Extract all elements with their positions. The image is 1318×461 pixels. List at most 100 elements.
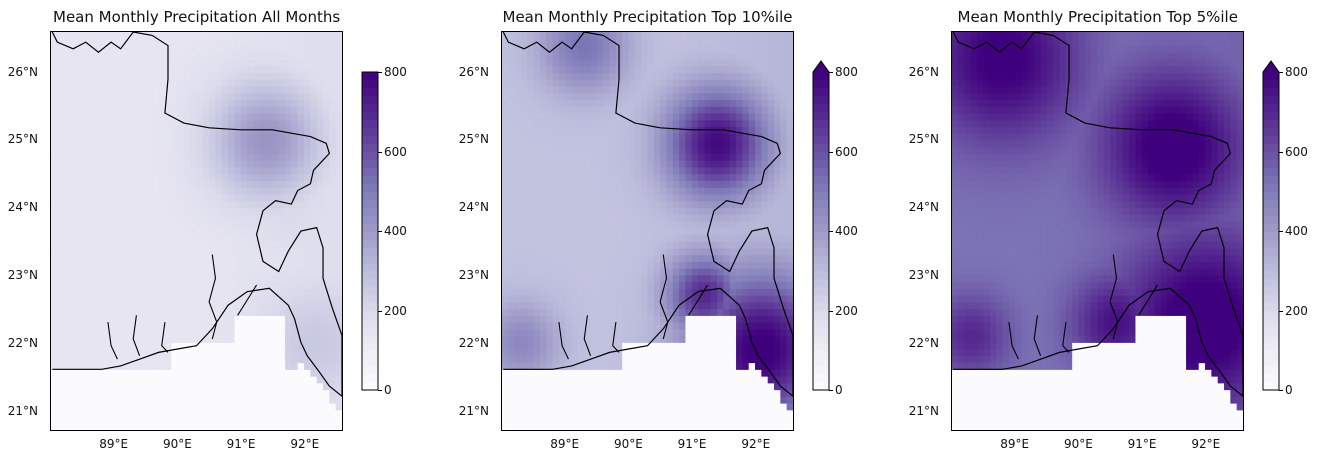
heatmap-cell: [717, 207, 725, 215]
heatmap-cell: [679, 187, 687, 195]
heatmap-cell: [704, 362, 712, 370]
heatmap-cell: [297, 146, 305, 155]
heatmap-cell: [278, 315, 286, 323]
heatmap-cell: [329, 362, 337, 370]
heatmap-cell: [316, 261, 324, 269]
heatmap-cell: [152, 288, 160, 296]
heatmap-cell: [502, 328, 509, 337]
heatmap-cell: [177, 281, 185, 289]
heatmap-cell: [546, 234, 554, 242]
heatmap-cell: [603, 200, 611, 208]
heatmap-cell: [51, 389, 58, 397]
heatmap-cell: [520, 119, 528, 128]
heatmap-cell: [596, 315, 604, 323]
heatmap-cell: [514, 342, 522, 350]
heatmap-cell: [190, 119, 198, 128]
heatmap-cell: [88, 403, 96, 411]
heatmap-cell: [82, 254, 90, 262]
heatmap-cell: [672, 220, 680, 229]
heatmap-cell: [221, 362, 229, 370]
heatmap-cell: [729, 119, 737, 128]
heatmap-cell: [95, 389, 103, 397]
heatmap-cell: [577, 254, 585, 262]
heatmap-cell: [672, 416, 680, 424]
heatmap-cell: [177, 288, 185, 296]
heatmap-cell: [51, 126, 58, 134]
heatmap-cell: [698, 396, 706, 404]
heatmap-cell: [527, 369, 535, 377]
heatmap-cell: [717, 322, 725, 330]
heatmap-cell: [653, 308, 661, 316]
heatmap-cell: [546, 423, 554, 430]
heatmap-cell: [685, 355, 693, 364]
heatmap-cell: [679, 362, 687, 370]
heatmap-cell: [679, 92, 687, 101]
heatmap-cell: [533, 288, 541, 296]
heatmap-cell: [259, 403, 267, 411]
heatmap-cell: [266, 187, 274, 195]
heatmap-cell: [310, 295, 318, 303]
heatmap-cell: [183, 99, 191, 107]
heatmap-cell: [183, 72, 191, 80]
heatmap-cell: [615, 288, 623, 296]
heatmap-cell: [114, 112, 122, 121]
heatmap-cell: [297, 301, 305, 310]
heatmap-cell: [57, 214, 65, 222]
heatmap-cell: [571, 112, 579, 121]
heatmap-cell: [120, 85, 128, 94]
heatmap-cell: [691, 187, 699, 195]
heatmap-cell: [126, 349, 134, 357]
heatmap-cell: [177, 241, 185, 249]
heatmap-cell: [615, 146, 623, 155]
heatmap-cell: [691, 376, 699, 384]
heatmap-cell: [508, 38, 516, 47]
heatmap-cell: [247, 322, 255, 330]
heatmap-cell: [57, 173, 65, 182]
heatmap-cell: [533, 160, 541, 168]
heatmap-cell: [76, 79, 84, 87]
heatmap-cell: [603, 281, 611, 289]
heatmap-cell: [240, 153, 248, 161]
heatmap-cell: [221, 207, 229, 215]
heatmap-cell: [221, 355, 229, 364]
heatmap-cell: [304, 301, 311, 310]
heatmap-cell: [259, 241, 267, 249]
heatmap-cell: [729, 342, 737, 350]
heatmap-cell: [698, 58, 706, 67]
heatmap-cell: [584, 153, 592, 161]
heatmap-cell: [266, 274, 274, 283]
heatmap-cell: [660, 133, 668, 141]
heatmap-cell: [57, 416, 65, 424]
heatmap-cell: [634, 139, 642, 148]
heatmap-cell: [240, 99, 248, 107]
heatmap-cell: [164, 214, 172, 222]
heatmap-cell: [729, 328, 737, 337]
heatmap-cell: [310, 227, 318, 235]
heatmap-cell: [729, 382, 737, 391]
heatmap-cell: [88, 254, 96, 262]
heatmap-cell: [158, 58, 166, 67]
heatmap-cell: [634, 349, 642, 357]
heatmap-cell: [234, 369, 242, 377]
heatmap-cell: [221, 227, 229, 235]
lat-tick-label: 25°N: [7, 132, 38, 147]
heatmap-cell: [120, 241, 128, 249]
heatmap-cell: [609, 369, 617, 377]
heatmap-cell: [704, 389, 712, 397]
heatmap-cell: [679, 349, 687, 357]
heatmap-cell: [704, 85, 712, 94]
heatmap-cell: [329, 355, 337, 364]
heatmap-cell: [323, 382, 330, 391]
heatmap-cell: [215, 106, 223, 114]
heatmap-cell: [609, 247, 617, 256]
heatmap-cell: [88, 193, 96, 202]
heatmap-cell: [508, 173, 516, 182]
heatmap-cell: [88, 274, 96, 283]
heatmap-cell: [158, 322, 166, 330]
heatmap-cell: [647, 416, 655, 424]
heatmap-cell: [679, 268, 687, 276]
heatmap-cell: [514, 207, 522, 215]
heatmap-cell: [152, 355, 160, 364]
heatmap-cell: [164, 416, 172, 424]
heatmap-cell: [323, 187, 330, 195]
